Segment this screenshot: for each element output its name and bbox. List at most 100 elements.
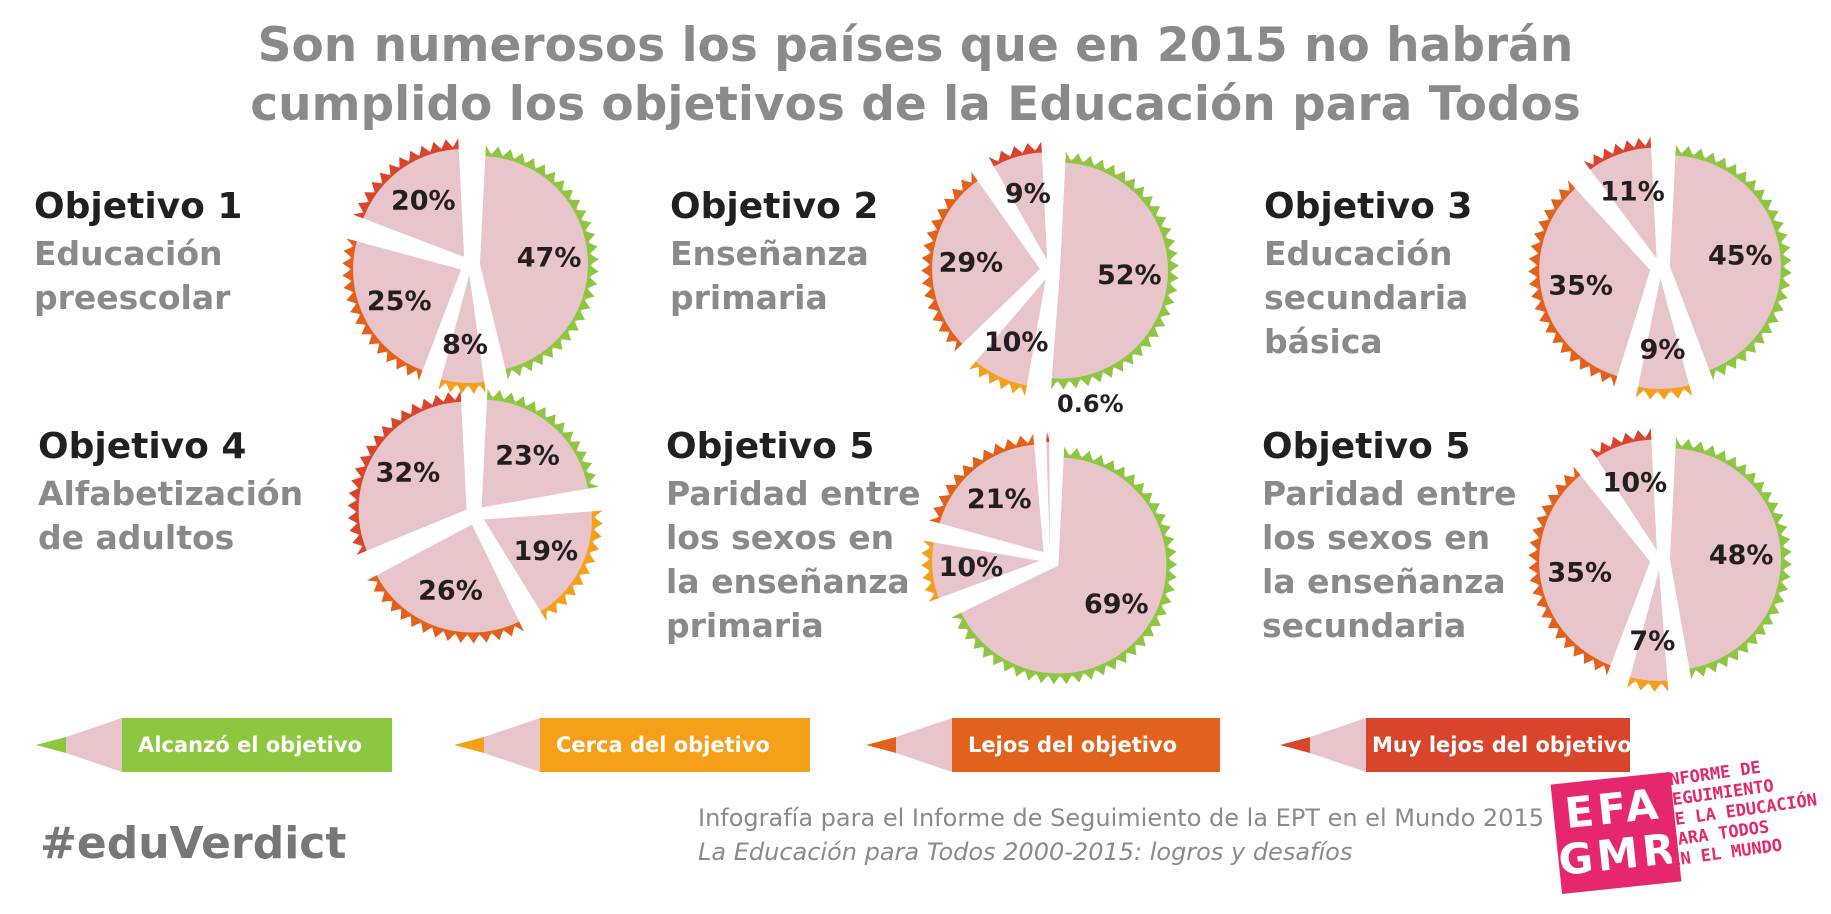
pie-label-cerca: 9% <box>1640 334 1686 365</box>
pie-label-cerca: 19% <box>513 536 578 567</box>
pie-rim-cerca <box>540 510 603 621</box>
pencil-tip <box>866 737 896 753</box>
legend-muy-lejos: Muy lejos del objetivo <box>1280 718 1632 772</box>
objective-5a-desc-line: la enseñanza <box>666 562 910 601</box>
pie-label-muy-lejos: 0.6% <box>1057 390 1124 418</box>
pie-rim-alcanzo <box>1675 144 1792 381</box>
objective-1-title: Objetivo 1 <box>34 186 243 227</box>
objective-5b-desc-line: secundaria <box>1262 606 1467 645</box>
objective-5a-description: Paridad entre los sexos en la enseñanza … <box>666 472 920 648</box>
objective-5b-desc-line: la enseñanza <box>1262 562 1506 601</box>
pencil-icon <box>454 718 810 772</box>
pie-label-lejos: 21% <box>967 484 1032 515</box>
pie-label-cerca: 10% <box>939 552 1004 583</box>
objective-4-title: Objetivo 4 <box>38 426 247 467</box>
pencil-wood <box>484 718 540 772</box>
pie-label-lejos: 35% <box>1548 271 1613 302</box>
pie-label-cerca: 8% <box>442 329 488 360</box>
pie-slice-alcanzo <box>1669 444 1785 673</box>
objective-5a-desc-line: los sexos en <box>666 518 895 557</box>
pencil-body <box>122 718 392 772</box>
pie-rim-alcanzo <box>485 145 599 380</box>
pencil-icon <box>1280 718 1630 772</box>
pie-rim-cerca <box>438 379 486 394</box>
objective-4-desc-line: Alfabetización <box>38 474 304 513</box>
objective-5b-description: Paridad entre los sexos en la enseñanza … <box>1262 472 1516 648</box>
pie-label-lejos: 29% <box>939 248 1004 279</box>
pie-label-alcanzo: 45% <box>1708 240 1773 271</box>
objective-3-desc-line: básica <box>1264 322 1383 361</box>
objective-1-desc-line: Educación <box>34 234 223 273</box>
pie-slice-cerca <box>440 274 485 387</box>
pie-rim-muy-lejos <box>347 390 462 555</box>
pencil-body <box>1366 718 1630 772</box>
legend-alcanzo: Alcanzó el objetivo <box>36 718 392 772</box>
pie-rim-muy-lejos <box>1046 431 1050 443</box>
pie-slice-alcanzo <box>481 395 592 508</box>
pie-label-alcanzo: 23% <box>495 440 560 471</box>
pie-slice-muy-lejos <box>1587 143 1657 259</box>
pie-rim-cerca <box>1627 677 1669 692</box>
pie-label-muy-lejos: 9% <box>1005 179 1051 210</box>
objective-3-description: Educación secundaria básica <box>1264 232 1468 364</box>
objective-3-title: Objetivo 3 <box>1264 186 1473 227</box>
logo-text: INFORME DE SEGUIMIENTO DE LA EDUCACIÓN P… <box>1658 751 1824 871</box>
pie-label-alcanzo: 48% <box>1709 540 1774 571</box>
pie-rim-cerca <box>968 361 1027 397</box>
pie-label-muy-lejos: 10% <box>1603 468 1668 499</box>
pie-slice-muy-lejos <box>1046 438 1050 551</box>
pie-rim-lejos <box>366 575 524 644</box>
page-title-line-2: cumplido los objetivos de la Educación p… <box>250 77 1581 132</box>
pencil-tip <box>1280 737 1310 753</box>
pie-slice-cerca <box>973 279 1046 390</box>
hashtag: #eduVerdict <box>40 818 347 869</box>
pie-chart-4: 23% 19% 26% 32% <box>347 388 603 644</box>
pie-label-lejos: 26% <box>418 576 483 607</box>
pie-slice-lejos <box>373 524 521 637</box>
pie-slice-muy-lejos <box>1594 435 1657 551</box>
pencil-body <box>952 718 1220 772</box>
pie-rim-cerca <box>921 540 939 602</box>
pie-label-lejos: 25% <box>367 286 432 317</box>
legend-cerca: Cerca del objetivo <box>454 718 810 772</box>
pie-rim-muy-lejos <box>1590 428 1652 458</box>
pencil-wood <box>896 718 952 772</box>
page-title-line-1: Son numerosos los países que en 2015 no … <box>257 18 1574 73</box>
pie-label-muy-lejos: 20% <box>391 186 456 217</box>
pie-rim-lejos <box>921 171 978 352</box>
pie-label-cerca: 7% <box>1629 626 1675 657</box>
pie-slice-alcanzo <box>957 453 1171 678</box>
objective-5a-desc-line: primaria <box>666 606 824 645</box>
pie-label-muy-lejos: 32% <box>376 457 441 488</box>
objective-3-desc-line: secundaria <box>1264 278 1469 317</box>
objective-4-desc-line: de adultos <box>38 518 235 557</box>
objective-5a-title: Objetivo 5 <box>666 426 875 467</box>
pie-rim-muy-lejos <box>988 141 1042 167</box>
pencil-icon <box>866 718 1220 772</box>
objective-5b-desc-line: Paridad entre <box>1262 474 1517 513</box>
legend-label: Lejos del objetivo <box>968 733 1178 757</box>
credit-line-2: La Educación para Todos 2000-2015: logro… <box>698 838 1353 866</box>
pie-slice-alcanzo <box>1669 151 1785 374</box>
legend-lejos: Lejos del objetivo <box>866 718 1220 772</box>
pencil-tip <box>36 737 66 753</box>
pie-chart-5: 69% 10% 21% 0.6% <box>921 390 1178 685</box>
objective-3-desc-line: Educación <box>1264 234 1453 273</box>
pie-slice-cerca <box>928 541 1041 600</box>
pie-slice-alcanzo <box>479 152 592 373</box>
pie-rim-alcanzo <box>1675 437 1792 680</box>
objective-5b-desc-line: los sexos en <box>1262 518 1491 557</box>
pie-label-lejos: 35% <box>1547 558 1612 589</box>
pencil-icon <box>36 718 392 772</box>
pie-label-alcanzo: 52% <box>1097 260 1162 291</box>
pencil-wood <box>66 718 122 772</box>
logo-line-2: GMR <box>1556 823 1682 886</box>
pie-slice-muy-lejos <box>359 145 465 257</box>
pie-slice-alcanzo <box>1051 158 1172 383</box>
pie-slice-lejos <box>928 177 1041 347</box>
objective-5a-desc-line: Paridad entre <box>666 474 921 513</box>
objective-5b-title: Objetivo 5 <box>1262 426 1471 467</box>
pie-label-alcanzo: 69% <box>1084 589 1149 620</box>
pie-rim-muy-lejos <box>352 138 459 219</box>
